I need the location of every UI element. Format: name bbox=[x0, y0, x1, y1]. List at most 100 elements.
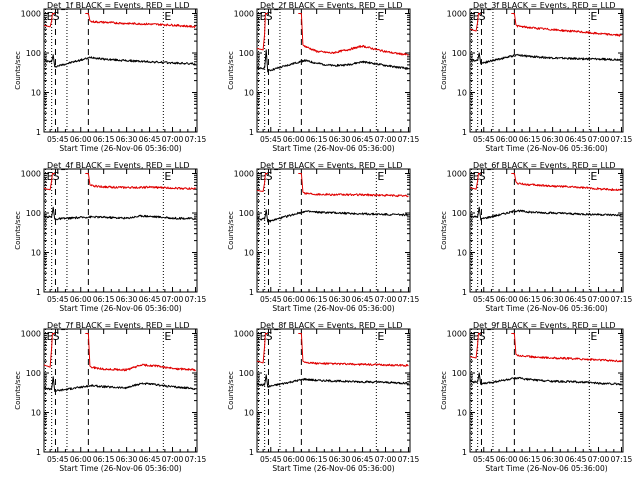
x-tick-label: 07:15 bbox=[185, 455, 207, 464]
panel-title: Det_3f BLACK = Events, RED = LLD bbox=[473, 1, 616, 10]
detector-panel-5: Det_5f BLACK = Events, RED = LLD 1 10 100 10… bbox=[227, 161, 419, 313]
y-axis-label: Counts/sec bbox=[227, 211, 235, 250]
x-tick-label: 06:45 bbox=[139, 295, 161, 304]
event-marker-label: E bbox=[260, 330, 267, 343]
series-line-lld bbox=[469, 13, 622, 37]
y-tick-label: 10 bbox=[457, 249, 467, 258]
x-tick-label: 06:30 bbox=[542, 295, 564, 304]
x-tick-label: 06:00 bbox=[70, 455, 92, 464]
x-tick-label: 07:00 bbox=[375, 295, 397, 304]
panel-title: Det_2f BLACK = Events, RED = LLD bbox=[260, 1, 403, 10]
y-tick-label: 100 bbox=[239, 209, 254, 218]
y-tick-label: 100 bbox=[452, 49, 467, 58]
event-marker-label: E bbox=[377, 330, 384, 343]
series-line-events bbox=[469, 206, 622, 221]
panel-title: Det_4f BLACK = Events, RED = LLD bbox=[47, 161, 190, 170]
plot-frame bbox=[256, 168, 411, 293]
y-tick-label: 1000 bbox=[447, 10, 467, 19]
x-tick-label: 06:15 bbox=[519, 295, 541, 304]
detector-panel-7: Det_7f BLACK = Events, RED = LLD 1 10 100 10… bbox=[14, 321, 206, 473]
x-tick-label: 05:45 bbox=[473, 135, 495, 144]
plot-frame bbox=[43, 328, 198, 453]
x-tick-label: 06:45 bbox=[565, 295, 587, 304]
x-tick-label: 06:00 bbox=[496, 135, 518, 144]
detector-panel-3: Det_3f BLACK = Events, RED = LLD 1 10 100 10… bbox=[440, 1, 632, 153]
y-axis-label: Counts/sec bbox=[14, 51, 22, 90]
y-tick-label: 1 bbox=[249, 128, 254, 137]
event-marker-label: S bbox=[266, 170, 273, 183]
event-marker-label: E bbox=[377, 10, 384, 23]
panel-title: Det_5f BLACK = Events, RED = LLD bbox=[260, 161, 403, 170]
x-axis-label: Start Time (26-Nov-06 05:36:00) bbox=[59, 464, 181, 473]
x-tick-label: 06:45 bbox=[139, 135, 161, 144]
x-tick-label: 06:00 bbox=[283, 455, 305, 464]
event-marker-label: E bbox=[164, 170, 171, 183]
event-marker-label: E bbox=[47, 10, 54, 23]
event-marker-label: S bbox=[53, 10, 60, 23]
plot-frame bbox=[256, 8, 411, 133]
series-line-events bbox=[469, 372, 622, 386]
event-marker-label: E bbox=[47, 330, 54, 343]
x-tick-label: 06:00 bbox=[70, 135, 92, 144]
x-tick-label: 06:30 bbox=[116, 295, 138, 304]
x-tick-label: 06:45 bbox=[352, 295, 374, 304]
event-marker-label: E bbox=[260, 10, 267, 23]
x-axis-label: Start Time (26-Nov-06 05:36:00) bbox=[485, 304, 607, 313]
x-tick-label: 07:00 bbox=[162, 455, 184, 464]
x-tick-label: 06:15 bbox=[306, 295, 328, 304]
plot-frame bbox=[469, 168, 624, 293]
x-tick-label: 07:15 bbox=[398, 135, 420, 144]
panel-title: Det_8f BLACK = Events, RED = LLD bbox=[260, 321, 403, 330]
event-marker-label: S bbox=[479, 10, 486, 23]
y-tick-label: 1 bbox=[36, 448, 41, 457]
x-tick-label: 05:45 bbox=[260, 455, 282, 464]
x-axis-label: Start Time (26-Nov-06 05:36:00) bbox=[272, 144, 394, 153]
x-tick-label: 06:30 bbox=[329, 455, 351, 464]
series-line-lld bbox=[43, 333, 196, 372]
y-tick-label: 1 bbox=[462, 128, 467, 137]
x-tick-label: 06:15 bbox=[93, 455, 115, 464]
plot-frame bbox=[43, 168, 198, 293]
series-line-lld bbox=[43, 173, 196, 191]
y-tick-label: 1 bbox=[36, 288, 41, 297]
x-tick-label: 07:15 bbox=[611, 135, 633, 144]
event-marker-label: E bbox=[473, 170, 480, 183]
y-axis-label: Counts/sec bbox=[440, 51, 448, 90]
y-tick-label: 100 bbox=[26, 49, 41, 58]
plot-frame bbox=[469, 8, 624, 133]
event-marker-label: S bbox=[266, 330, 273, 343]
y-axis-label: Counts/sec bbox=[440, 211, 448, 250]
y-tick-label: 10 bbox=[31, 89, 41, 98]
event-marker-label: E bbox=[473, 330, 480, 343]
panel-title: Det_7f BLACK = Events, RED = LLD bbox=[47, 321, 190, 330]
x-tick-label: 07:15 bbox=[185, 295, 207, 304]
x-tick-label: 06:45 bbox=[565, 455, 587, 464]
x-axis-label: Start Time (26-Nov-06 05:36:00) bbox=[272, 464, 394, 473]
y-tick-label: 100 bbox=[239, 369, 254, 378]
event-marker-label: E bbox=[377, 170, 384, 183]
y-axis-label: Counts/sec bbox=[440, 371, 448, 410]
event-marker-label: E bbox=[164, 10, 171, 23]
x-tick-label: 07:00 bbox=[588, 455, 610, 464]
y-tick-label: 10 bbox=[31, 409, 41, 418]
x-axis-label: Start Time (26-Nov-06 05:36:00) bbox=[485, 464, 607, 473]
x-tick-label: 07:00 bbox=[588, 135, 610, 144]
x-tick-label: 07:15 bbox=[611, 295, 633, 304]
event-marker-label: S bbox=[53, 170, 60, 183]
series-line-lld bbox=[256, 173, 409, 198]
y-tick-label: 1000 bbox=[447, 330, 467, 339]
x-tick-label: 07:00 bbox=[162, 295, 184, 304]
series-line-lld bbox=[43, 13, 196, 29]
y-tick-label: 1 bbox=[462, 448, 467, 457]
y-tick-label: 1 bbox=[249, 448, 254, 457]
x-tick-label: 06:45 bbox=[139, 455, 161, 464]
event-marker-label: E bbox=[590, 170, 597, 183]
x-axis-label: Start Time (26-Nov-06 05:36:00) bbox=[272, 304, 394, 313]
x-tick-label: 06:30 bbox=[329, 135, 351, 144]
x-tick-label: 05:45 bbox=[473, 295, 495, 304]
x-tick-label: 06:30 bbox=[542, 455, 564, 464]
y-tick-label: 1000 bbox=[234, 330, 254, 339]
y-tick-label: 1000 bbox=[21, 170, 41, 179]
y-tick-label: 100 bbox=[26, 369, 41, 378]
